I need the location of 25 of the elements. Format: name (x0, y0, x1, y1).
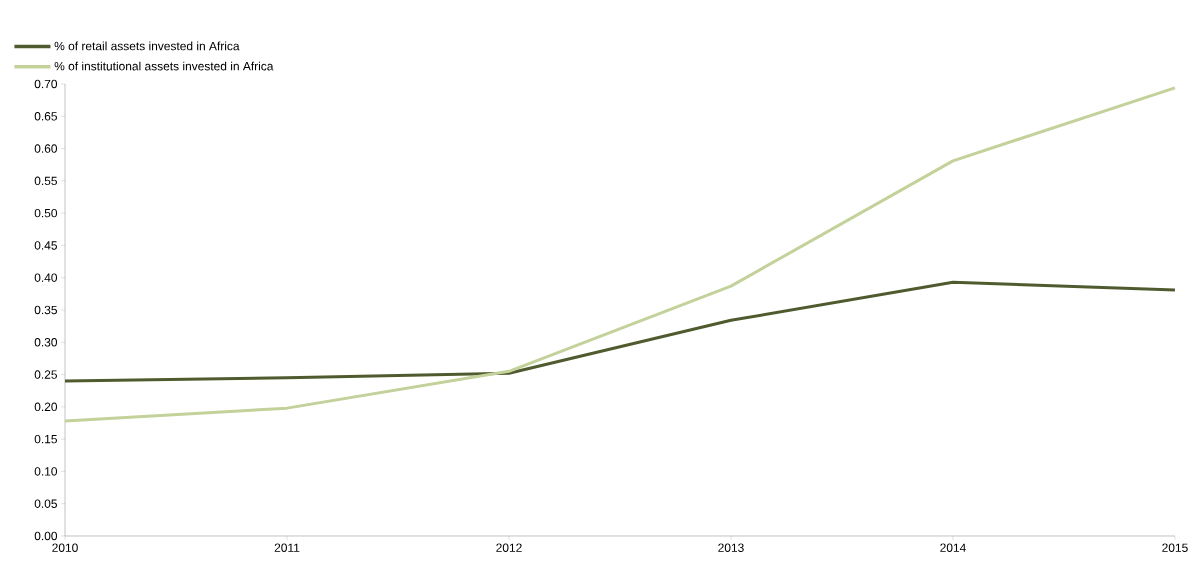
x-tick-label: 2011 (274, 543, 300, 552)
y-tick-label: 0.10 (34, 467, 58, 476)
x-tick-label: 2015 (1162, 543, 1188, 552)
y-tick-label: 0.40 (34, 273, 58, 282)
x-tick-label: 2010 (52, 543, 78, 552)
legend-label: % of retail assets invested in Africa (54, 41, 240, 51)
y-tick-label: 0.20 (34, 402, 58, 412)
y-tick-label: 0.05 (34, 499, 57, 508)
y-tick-label: 0.35 (34, 305, 57, 315)
x-tick-label: 2014 (940, 543, 966, 552)
y-tick-label: 0.30 (34, 338, 58, 347)
y-tick-label: 0.25 (34, 370, 57, 379)
line-series (63, 280, 1177, 383)
x-tick-label: 2012 (496, 543, 522, 552)
x-tick-label: 2013 (718, 543, 744, 552)
y-tick-label: 0.45 (34, 241, 57, 250)
y-tick-label: 0.15 (34, 434, 57, 444)
y-tick-label: 0.50 (34, 208, 58, 218)
y-tick-label: 0.65 (34, 112, 57, 121)
y-tick-label: 0.60 (34, 144, 58, 153)
y-tick-label: 0.70 (34, 79, 58, 89)
legend-label: % of institutional assets invested in Africa (54, 61, 274, 71)
y-tick-label: 0.55 (34, 176, 57, 186)
y-tick-label: 0.00 (34, 531, 58, 541)
line-series (63, 86, 1177, 423)
